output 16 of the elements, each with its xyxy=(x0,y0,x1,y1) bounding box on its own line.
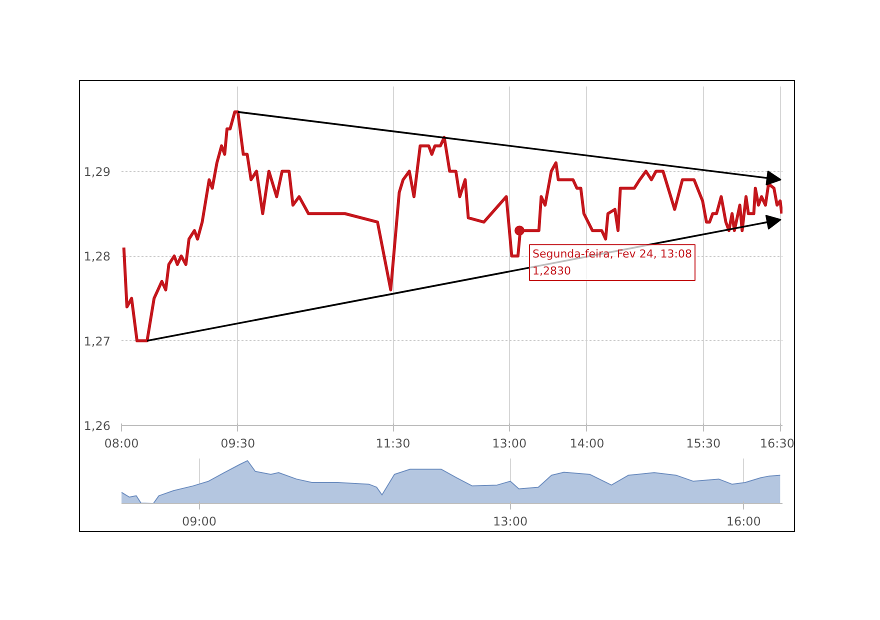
x-tick-label: 15:30 xyxy=(686,436,721,450)
x-tick-label: 09:30 xyxy=(220,436,256,450)
x-tick-label: 08:00 xyxy=(104,436,139,450)
x-tick-label: 13:00 xyxy=(492,436,527,450)
x-tick-label: 16:00 xyxy=(726,514,761,528)
line-series xyxy=(122,110,782,342)
x-tick-label: 13:00 xyxy=(493,514,528,528)
y-tick-label: 1,27 xyxy=(84,334,110,348)
x-tick-label: 11:30 xyxy=(376,436,410,450)
annotation: Segunda-feira, Fev 24, 13:08 1,2830 xyxy=(532,248,692,278)
y-tick-label: 1,28 xyxy=(84,250,110,264)
x-tick-label: 16:30 xyxy=(760,436,795,450)
x-tick-label: 14:00 xyxy=(570,436,604,450)
y-tick-label: 1,26 xyxy=(84,419,110,433)
x-tick-label: 09:00 xyxy=(182,514,217,528)
y-tick-label: 1,29 xyxy=(84,164,110,179)
